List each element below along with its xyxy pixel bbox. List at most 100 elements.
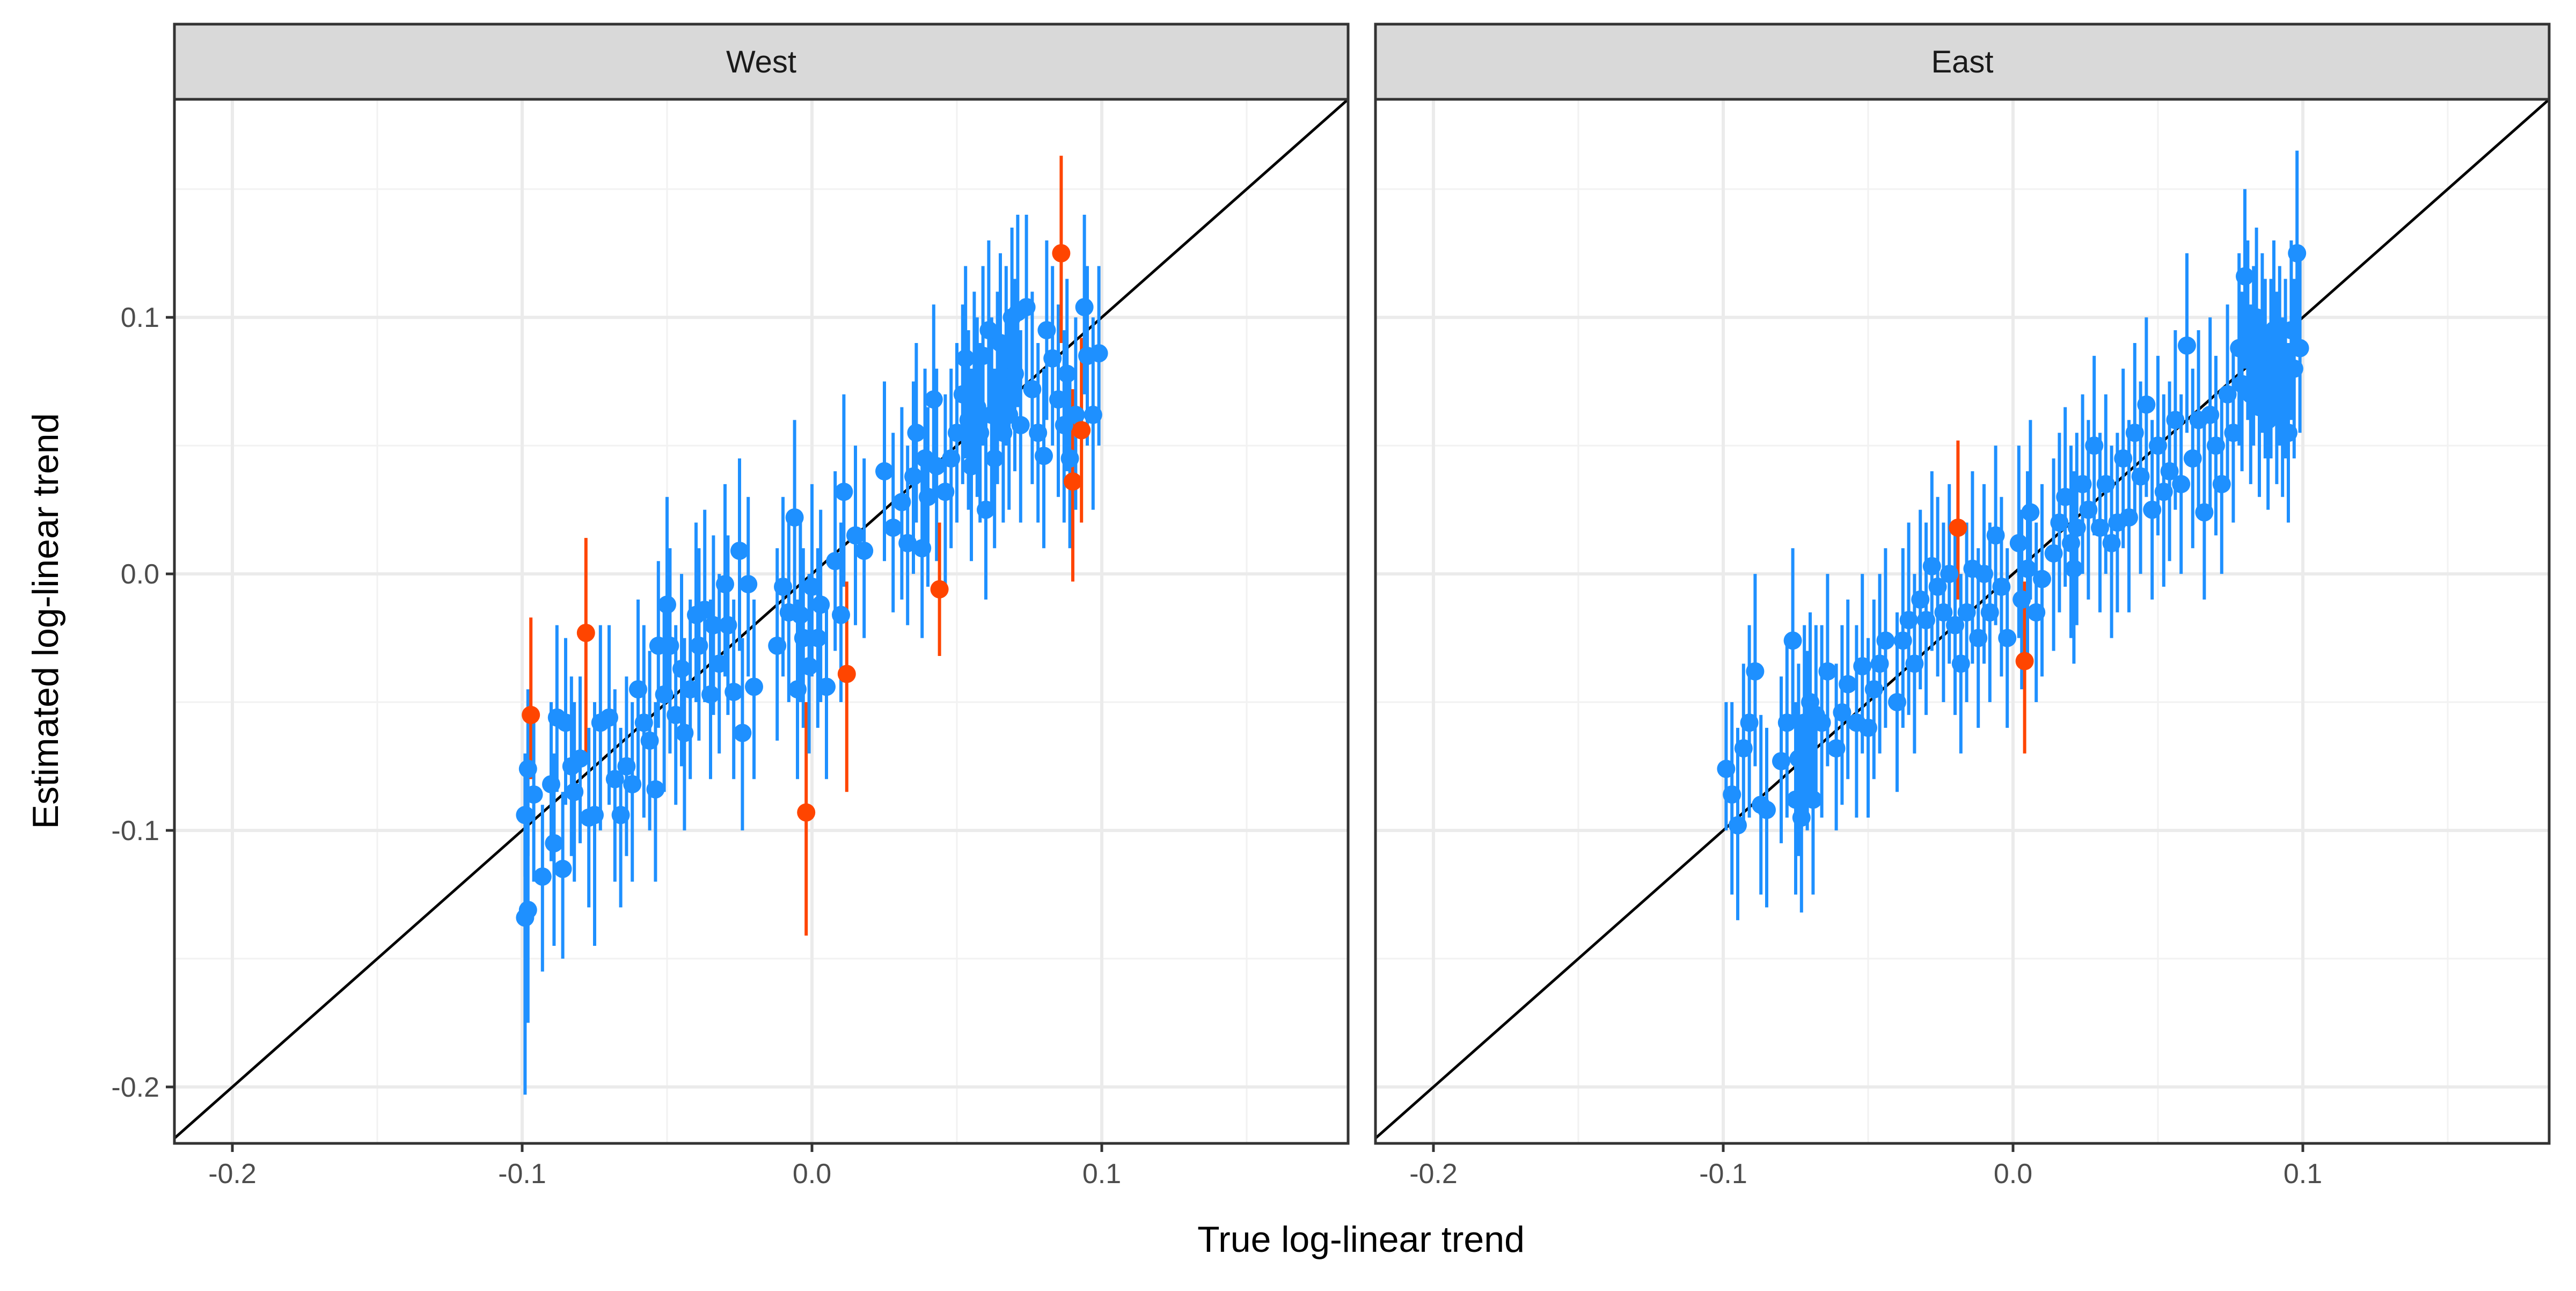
data-point <box>2166 411 2185 429</box>
data-point <box>924 390 943 409</box>
data-point <box>2125 424 2144 442</box>
flagged-data-point <box>1949 519 1967 537</box>
data-point <box>1804 790 1823 809</box>
data-point <box>1818 662 1837 681</box>
data-point <box>1986 526 2005 545</box>
data-point <box>2114 449 2133 468</box>
data-point <box>2195 503 2214 522</box>
data-point <box>640 731 659 750</box>
data-point <box>518 760 537 778</box>
data-point <box>739 575 758 594</box>
data-point <box>1035 447 1053 465</box>
data-point <box>1717 760 1736 778</box>
data-point <box>898 534 917 552</box>
y-tick-label: -0.2 <box>111 1072 159 1103</box>
data-point <box>1922 557 1941 575</box>
data-point <box>1783 631 1802 650</box>
data-point <box>1980 603 1999 622</box>
data-point <box>2009 534 2028 552</box>
data-point <box>1833 703 1851 722</box>
data-point <box>2012 590 2031 609</box>
data-point <box>1740 713 1759 732</box>
data-point <box>605 770 624 789</box>
data-point <box>2201 405 2220 424</box>
data-point <box>2021 503 2040 522</box>
data-point <box>1946 616 1964 634</box>
data-point <box>948 424 966 442</box>
data-point <box>1723 785 1741 804</box>
data-point <box>956 349 975 368</box>
data-point <box>617 757 636 776</box>
data-point <box>808 629 827 647</box>
flagged-data-point <box>930 580 949 599</box>
data-point <box>982 405 1001 424</box>
data-point <box>533 867 552 886</box>
data-point <box>904 467 923 486</box>
data-point <box>2279 424 2297 442</box>
data-point <box>733 724 752 742</box>
data-point <box>977 500 995 519</box>
data-point <box>959 411 978 429</box>
data-point <box>2160 462 2179 480</box>
data-point <box>553 859 572 878</box>
data-point <box>2273 398 2292 417</box>
data-point <box>1758 800 1776 819</box>
data-point <box>800 657 818 676</box>
data-point <box>2131 467 2150 486</box>
data-point <box>974 346 992 365</box>
data-point <box>730 542 749 560</box>
data-point <box>545 834 564 852</box>
data-point <box>1934 603 1953 622</box>
data-point <box>672 659 691 678</box>
data-point <box>704 616 723 634</box>
data-point <box>1975 565 1993 583</box>
data-point <box>2290 339 2309 358</box>
data-point <box>1827 739 1846 758</box>
data-point <box>710 654 729 673</box>
data-point <box>884 519 903 537</box>
data-point <box>2033 570 2051 588</box>
data-point <box>1992 577 2011 596</box>
flagged-data-point <box>1072 421 1091 440</box>
data-point <box>1940 565 1959 583</box>
data-point <box>1060 449 1079 468</box>
flagged-data-point <box>1052 244 1071 262</box>
y-tick-label: -0.1 <box>111 815 159 847</box>
data-point <box>2262 359 2280 378</box>
data-point <box>675 724 694 742</box>
data-point <box>791 606 810 624</box>
data-point <box>719 616 737 634</box>
data-point <box>2288 244 2307 262</box>
data-point <box>979 321 998 340</box>
data-point <box>1037 321 1056 340</box>
data-point <box>985 449 1004 468</box>
data-point <box>518 901 537 920</box>
data-point <box>994 424 1013 442</box>
data-point <box>927 457 946 476</box>
data-point <box>997 346 1015 365</box>
panel-west: West -0.2 -0.1 0.0 0.1 -0.2 -0.1 0.0 0.1 <box>111 23 1350 1190</box>
data-point <box>634 713 653 732</box>
data-point <box>1957 603 1976 622</box>
data-point <box>2270 346 2289 365</box>
identity-line <box>174 99 1348 1140</box>
data-point <box>988 380 1007 399</box>
data-point <box>1043 349 1062 368</box>
data-point <box>2183 449 2202 468</box>
data-point <box>611 806 630 825</box>
strip-label-east: East <box>1931 45 1993 79</box>
data-point <box>2178 336 2196 355</box>
data-point <box>690 636 708 655</box>
data-point <box>1839 675 1857 694</box>
flagged-data-point <box>522 705 540 724</box>
data-point <box>1917 611 1935 630</box>
data-point <box>716 575 734 594</box>
x-tick-label: 0.0 <box>793 1158 831 1190</box>
data-point <box>1870 654 1889 673</box>
data-point <box>1011 415 1030 434</box>
data-point <box>661 636 679 655</box>
data-point <box>788 680 807 699</box>
data-point <box>835 483 853 501</box>
flagged-data-point <box>1064 472 1082 491</box>
